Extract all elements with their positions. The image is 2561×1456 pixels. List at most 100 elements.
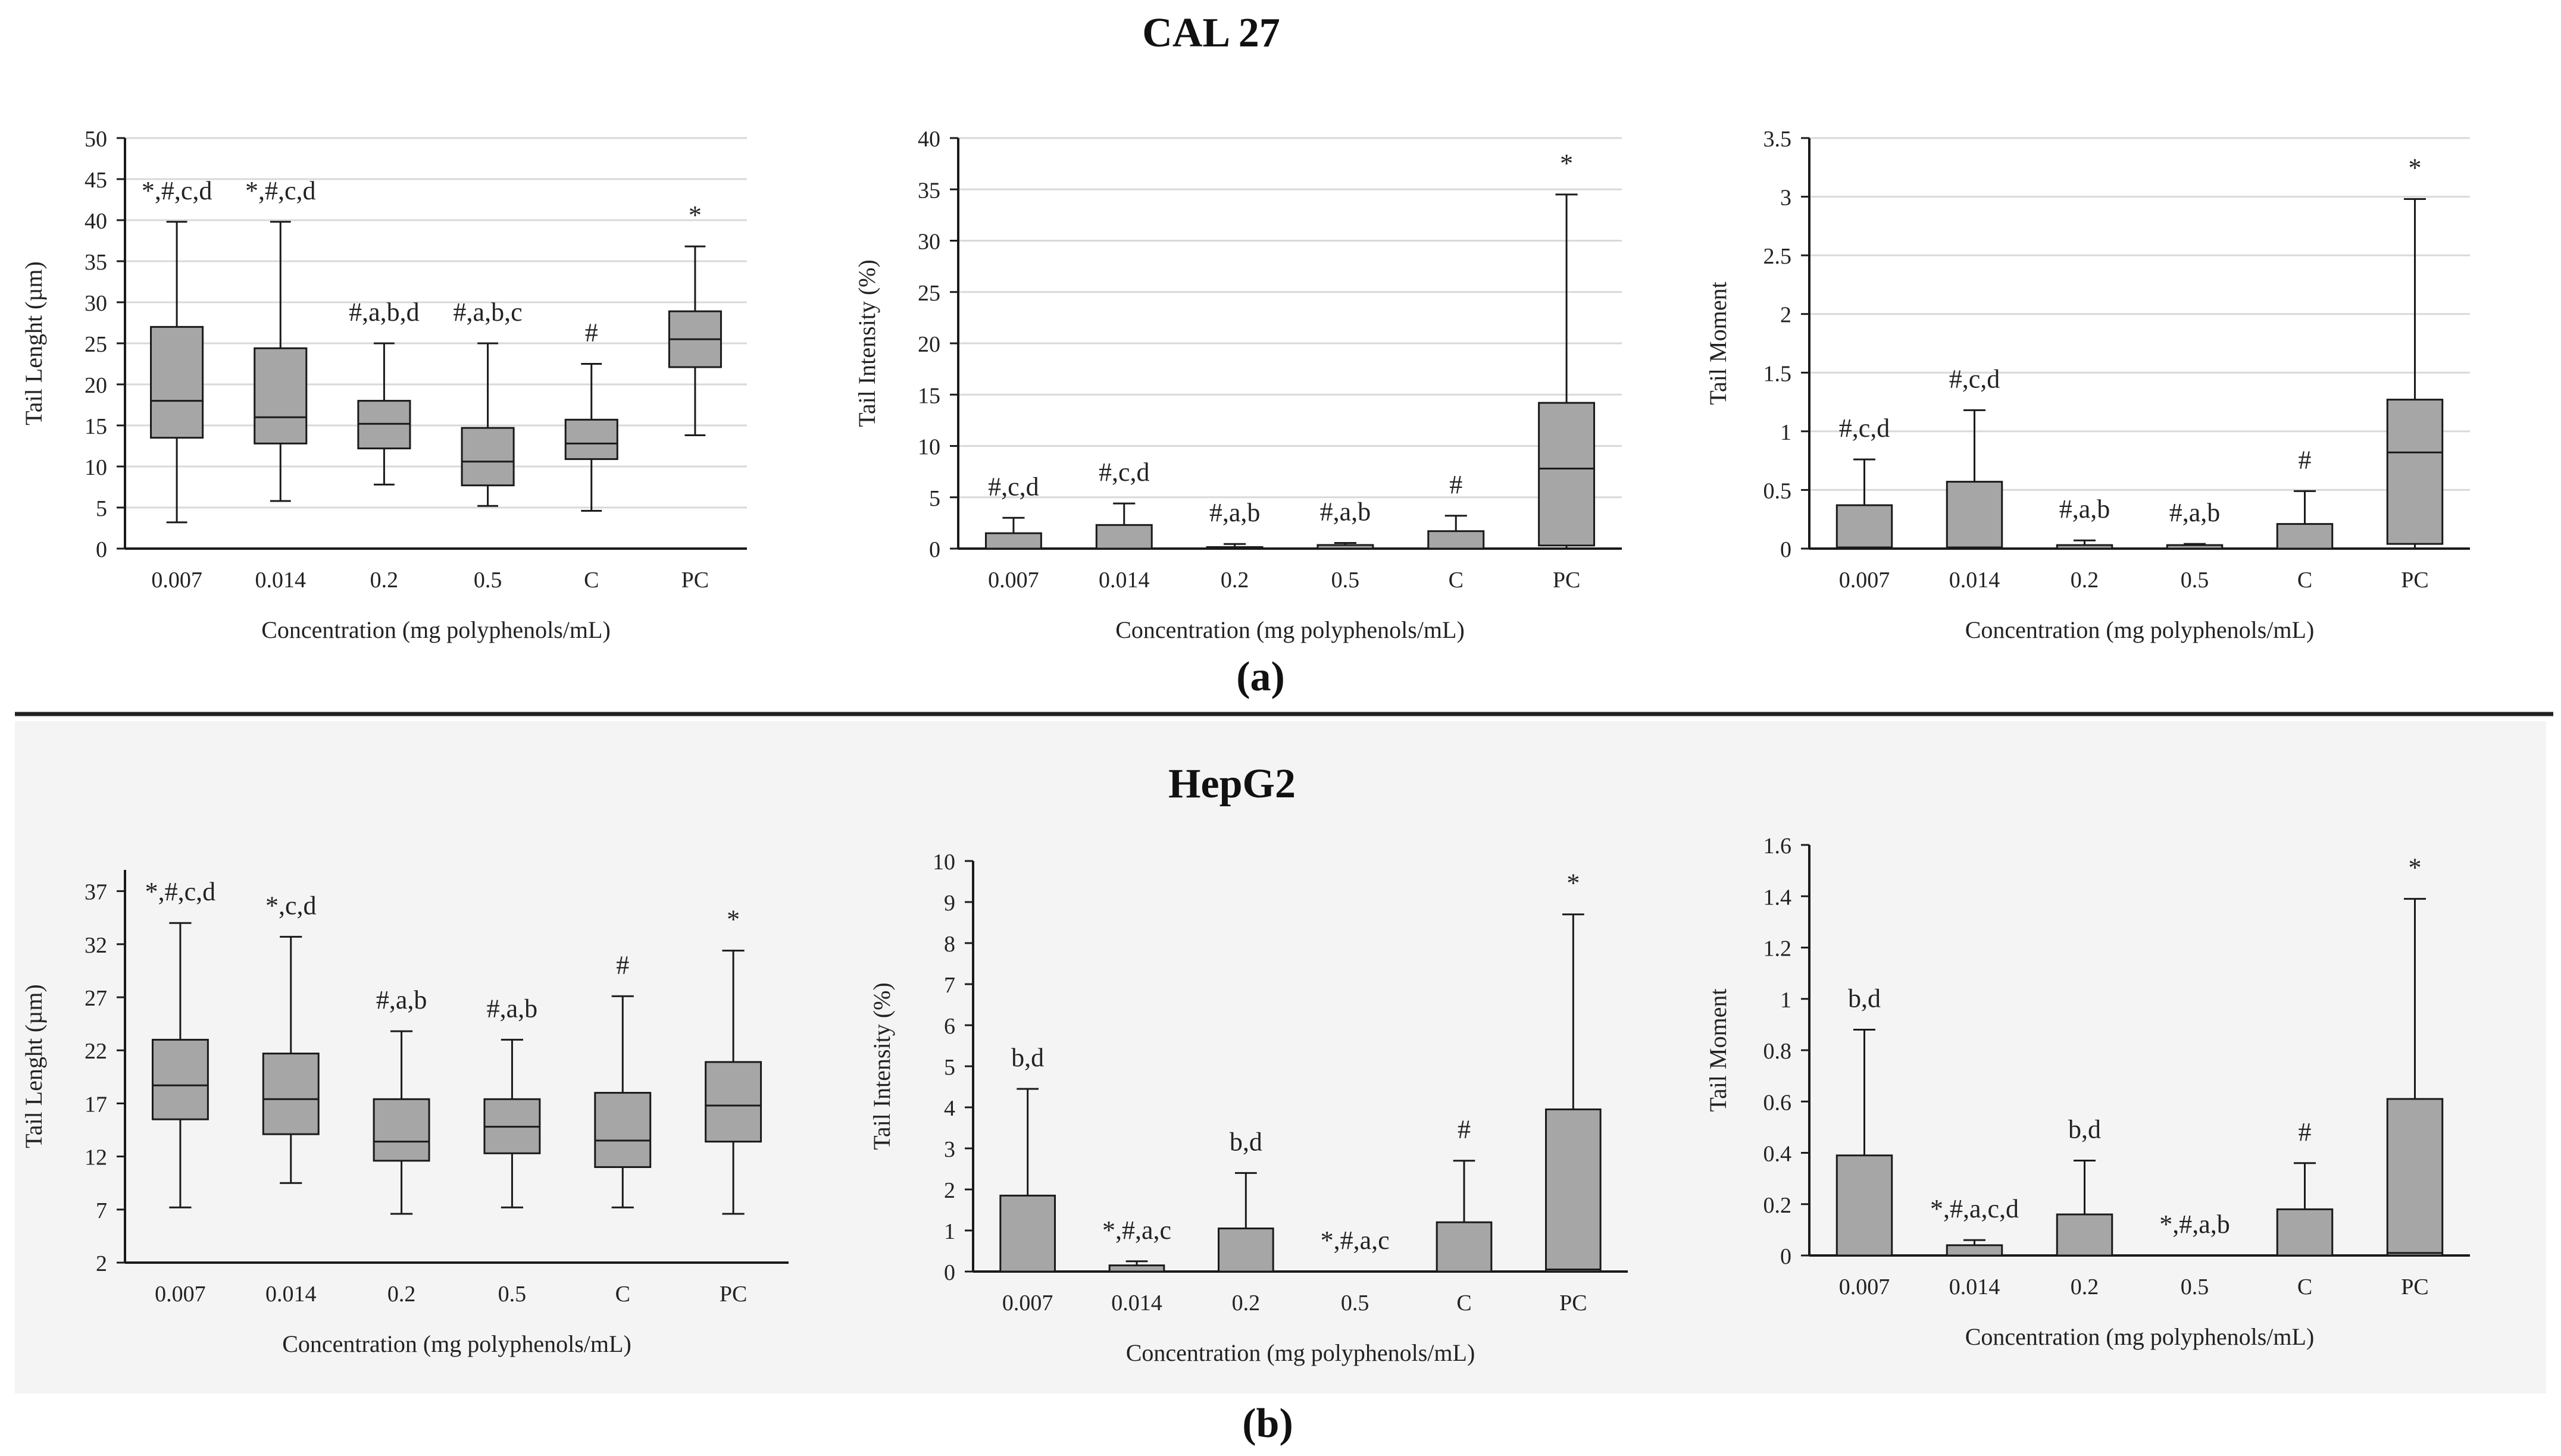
iqr-box [705, 1061, 762, 1143]
x-tick-label: 0.007 [988, 568, 1039, 593]
box-C: #C [594, 950, 652, 1307]
y-tick-label: 22 [85, 1039, 107, 1064]
x-axis-title: Concentration (mg polyphenols/mL) [1115, 616, 1465, 643]
x-tick-label: PC [1553, 568, 1580, 593]
significance-label: *,#,a,c [1102, 1216, 1171, 1245]
x-tick-label: PC [2401, 1275, 2428, 1300]
iqr-box [1946, 481, 2003, 550]
x-tick-label: 0.014 [1111, 1291, 1162, 1316]
y-tick-label: 15 [85, 414, 107, 439]
y-tick-label: 0 [944, 1260, 955, 1285]
box-PC: * PC [2386, 154, 2444, 593]
chart-cal27-tail-length: 0 5 10 15 20 25 30 35 40 45 50 Tail Lenght (µm) Conc… [20, 127, 747, 643]
significance-label: #,c,d [1949, 364, 2000, 393]
box-0.5: #,a,b 0.5 [2166, 498, 2224, 593]
box-0.5: #,a,b,c 0.5 [454, 298, 523, 593]
significance-label: * [689, 201, 702, 230]
box-0.014: *,#,a,c,d 0.014 [1930, 1194, 2019, 1300]
x-tick-label: 0.014 [265, 1282, 317, 1307]
y-tick-label: 5 [944, 1055, 955, 1080]
significance-label: #,a,b,d [349, 298, 420, 327]
box-0.5: #,a,b 0.5 [1317, 497, 1374, 593]
x-tick-label: 0.007 [155, 1282, 206, 1307]
y-tick-label: 32 [85, 933, 107, 958]
y-tick-label: 5 [96, 496, 107, 521]
y-tick-label: 30 [918, 230, 940, 255]
iqr-box [150, 325, 204, 439]
x-tick-label: C [2297, 1275, 2312, 1300]
x-tick-label: 0.2 [1221, 568, 1249, 593]
iqr-box [999, 1194, 1056, 1273]
y-tick-label: 0.6 [1763, 1090, 1792, 1115]
y-tick-label: 40 [85, 209, 107, 234]
y-tick-label: 6 [944, 1014, 955, 1039]
iqr-box [1218, 1228, 1274, 1273]
iqr-box [254, 347, 308, 444]
panel-b-background [15, 721, 2546, 1394]
y-tick-label: 0 [1780, 537, 1791, 562]
box-0.5: *,#,a,c 0.5 [1321, 1226, 1390, 1316]
box-0.007: *,#,c,d 0.007 [145, 877, 216, 1307]
box-0.2: #,a,b,d 0.2 [349, 298, 420, 593]
x-tick-label: 0.5 [2181, 568, 2209, 593]
y-tick-label: 25 [918, 281, 940, 306]
iqr-box [2056, 1213, 2113, 1257]
x-tick-label: 0.007 [1002, 1291, 1053, 1316]
y-tick-label: 30 [85, 291, 107, 316]
x-tick-label: 0.007 [1839, 1275, 1890, 1300]
section-b-title: HepG2 [1168, 761, 1296, 807]
x-tick-label: 0.2 [1232, 1291, 1261, 1316]
x-tick-label: PC [720, 1282, 747, 1307]
significance-label: #,c,d [1099, 458, 1150, 487]
iqr-box [151, 1038, 209, 1120]
y-tick-label: 0 [929, 537, 940, 562]
box-C: #C [2276, 445, 2334, 593]
y-tick-label: 0.5 [1763, 478, 1792, 503]
iqr-box [2386, 399, 2444, 545]
y-tick-label: 2 [944, 1178, 955, 1203]
y-tick-label: 1 [944, 1219, 955, 1244]
box-0.014: *,#,c,d 0.014 [245, 176, 316, 593]
y-tick-label: 5 [929, 486, 940, 511]
box-0.2: b,d 0.2 [2056, 1114, 2113, 1300]
iqr-box [594, 1092, 652, 1168]
significance-label: #,a,b [1209, 498, 1261, 527]
y-tick-label: 3.5 [1763, 127, 1792, 152]
y-tick-label: 12 [85, 1145, 107, 1170]
significance-label: # [616, 950, 629, 979]
significance-label: # [2299, 445, 2312, 474]
box-0.007: #,c,d 0.007 [1835, 414, 1893, 593]
y-tick-label: 2 [96, 1251, 107, 1276]
iqr-box [1538, 402, 1596, 547]
y-tick-label: 40 [918, 127, 940, 152]
x-tick-label: PC [1559, 1291, 1587, 1316]
significance-label: *,#,a,b [2159, 1210, 2230, 1239]
box-0.2: #,a,b 0.2 [2056, 494, 2113, 593]
iqr-box [1427, 530, 1485, 550]
x-tick-label: 0.2 [370, 568, 399, 593]
significance-label: #,c,d [1839, 414, 1890, 443]
significance-label: b,d [2068, 1114, 2101, 1144]
x-tick-label: 0.5 [1341, 1291, 1369, 1316]
x-tick-label: 0.2 [2071, 1275, 2099, 1300]
y-tick-label: 2 [1780, 303, 1791, 328]
x-tick-label: 0.2 [387, 1282, 416, 1307]
y-tick-label: 3 [944, 1137, 955, 1162]
y-tick-label: 25 [85, 332, 107, 357]
box-0.007: #,c,d 0.007 [984, 472, 1042, 593]
significance-label: #,a,b [2059, 494, 2110, 524]
iqr-box [373, 1098, 430, 1162]
significance-label: * [2409, 853, 2422, 882]
chart-hepg2-tail-moment: 0 0.2 0.4 0.6 0.8 1 1.2 1.4 1.6 Tail Moment Concen… [1705, 834, 2470, 1350]
x-tick-label: 0.014 [1949, 568, 2000, 593]
significance-label: #,a,b [1320, 497, 1371, 527]
y-axis-title: Tail Lenght (µm) [20, 984, 47, 1148]
iqr-box [1835, 1154, 1893, 1257]
y-tick-label: 0 [96, 537, 107, 562]
y-tick-label: 0.8 [1763, 1039, 1792, 1064]
box-PC: * PC [2386, 853, 2444, 1300]
y-tick-label: 7 [96, 1198, 107, 1223]
x-axis-title: Concentration (mg polyphenols/mL) [1126, 1339, 1475, 1366]
y-tick-label: 50 [85, 127, 107, 152]
